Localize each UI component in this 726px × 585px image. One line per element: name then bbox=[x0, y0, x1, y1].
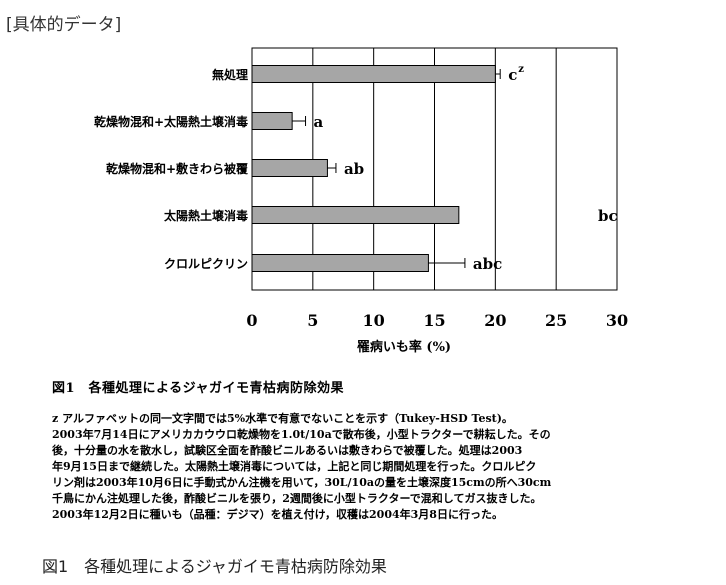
note-line: 2003年12月2日に種いも（品種：デジマ）を植え付け，収穫は2004年3月8日… bbox=[52, 508, 503, 521]
significance-label: bc bbox=[598, 207, 618, 225]
bar bbox=[251, 65, 496, 83]
category-label: クロルピクリン bbox=[164, 257, 248, 271]
significance-label: ab bbox=[344, 160, 364, 178]
bar bbox=[251, 159, 328, 177]
bar bbox=[251, 206, 460, 224]
x-tick-label: 25 bbox=[545, 311, 567, 330]
bar bbox=[251, 112, 293, 130]
figure-title: 図1 各種処理によるジャガイモ青枯病防除効果 bbox=[52, 381, 345, 396]
x-tick-labels: 0 5 10 15 20 25 30 bbox=[246, 311, 628, 330]
significance-superscript: z bbox=[518, 64, 524, 75]
x-tick-label: 15 bbox=[423, 311, 445, 330]
note-line: 千鳥にかん注処理した後，酢酸ビニルを張り，2週間後に小型トラクターで混和してガス… bbox=[52, 492, 542, 505]
x-tick-label: 10 bbox=[363, 311, 385, 330]
x-tick-label: 20 bbox=[484, 311, 506, 330]
x-tick-label: 30 bbox=[606, 311, 628, 330]
category-labels: 無処理乾燥物混和+太陽熱土壌消毒乾燥物混和+敷きわら被覆太陽熱土壌消毒クロルピク… bbox=[94, 67, 249, 271]
notes: z アルファベットの同一文字間では5%水準で有意でないことを示す（Tukey-H… bbox=[52, 411, 712, 523]
x-axis-label: 罹病いも率 (%) bbox=[357, 339, 451, 355]
category-label: 乾燥物混和+太陽熱土壌消毒 bbox=[94, 114, 248, 129]
section-header: [具体的データ] bbox=[6, 15, 122, 35]
significance-label: abc bbox=[473, 255, 502, 273]
significance-label: a bbox=[314, 113, 324, 131]
note-line: 後，十分量の水を散水し，試験区全面を酢酸ビニルあるいは敷きわらで被覆した。処理は… bbox=[52, 444, 523, 457]
note-line: リン剤は2003年10月6日に手動式かん注機を用いて，30L/10aの量を土壌深… bbox=[52, 476, 552, 489]
significance-label: c bbox=[508, 66, 517, 84]
figure-caption: 図1 各種処理によるジャガイモ青枯病防除効果 bbox=[42, 557, 387, 576]
note-line: z アルファベットの同一文字間では5%水準で有意でないことを示す（Tukey-H… bbox=[52, 412, 513, 425]
category-label: 無処理 bbox=[212, 67, 248, 82]
bar bbox=[251, 254, 429, 272]
bars: c z a ab bc abc bbox=[251, 64, 618, 273]
x-tick-label: 0 bbox=[246, 311, 257, 330]
category-label: 太陽熱土壌消毒 bbox=[164, 208, 248, 223]
note-line: 年9月15日まで継続した。太陽熱土壌消毒については，上記と同じ期間処理を行った。… bbox=[52, 460, 537, 473]
note-line: 2003年7月14日にアメリカカウウロ乾燥物を1.0t/10aで散布後，小型トラ… bbox=[52, 428, 551, 441]
bar-chart: c z a ab bc abc 0 5 10 15 20 25 30 無処理乾燥物混和+太陽熱土壌消毒… bbox=[94, 47, 628, 355]
category-label: 乾燥物混和+敷きわら被覆 bbox=[106, 161, 249, 176]
x-tick-label: 5 bbox=[307, 311, 318, 330]
